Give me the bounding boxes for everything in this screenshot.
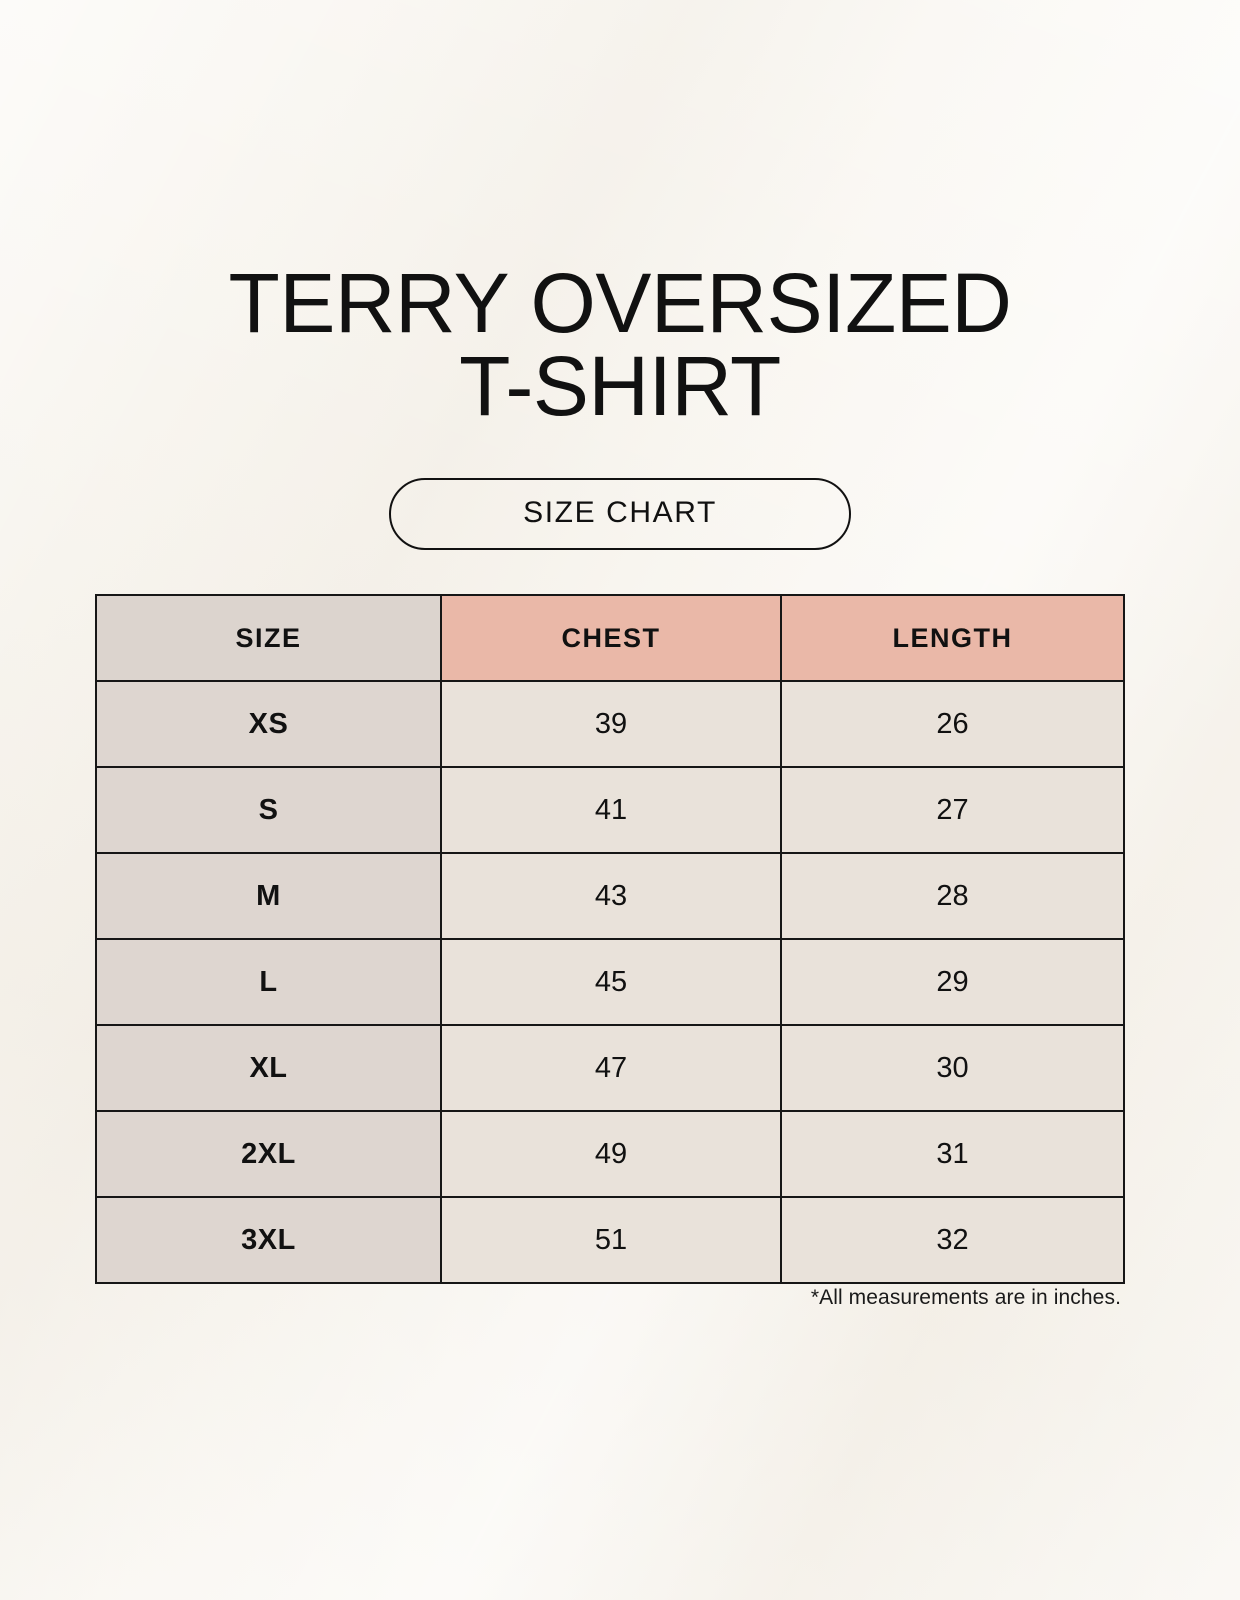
- cell-length: 31: [780, 1110, 1125, 1198]
- cell-chest: 47: [440, 1024, 782, 1112]
- table-row: M 43 28: [95, 852, 1125, 940]
- table-body: XS 39 26 S 41 27 M 43 28 L 45 29: [95, 680, 1125, 1284]
- cell-chest: 39: [440, 680, 782, 768]
- cell-size: M: [95, 852, 442, 940]
- size-table-container: SIZE CHEST LENGTH XS 39 26 S 41 27 M: [95, 594, 1125, 1284]
- table-row: L 45 29: [95, 938, 1125, 1026]
- table-row: 2XL 49 31: [95, 1110, 1125, 1198]
- column-header-length: LENGTH: [780, 594, 1125, 682]
- cell-chest: 45: [440, 938, 782, 1026]
- table-header: SIZE CHEST LENGTH: [95, 594, 1125, 682]
- cell-length: 26: [780, 680, 1125, 768]
- column-header-chest: CHEST: [440, 594, 782, 682]
- cell-size: S: [95, 766, 442, 854]
- size-table: SIZE CHEST LENGTH XS 39 26 S 41 27 M: [95, 594, 1125, 1284]
- table-row: S 41 27: [95, 766, 1125, 854]
- cell-size: XS: [95, 680, 442, 768]
- cell-chest: 41: [440, 766, 782, 854]
- cell-chest: 49: [440, 1110, 782, 1198]
- table-row: XS 39 26: [95, 680, 1125, 768]
- size-chart-badge: SIZE CHART: [389, 478, 851, 550]
- cell-chest: 43: [440, 852, 782, 940]
- cell-chest: 51: [440, 1196, 782, 1284]
- cell-size: XL: [95, 1024, 442, 1112]
- table-row: XL 47 30: [95, 1024, 1125, 1112]
- measurement-footnote: *All measurements are in inches.: [810, 1286, 1121, 1309]
- cell-length: 30: [780, 1024, 1125, 1112]
- page-title: TERRY OVERSIZED T-SHIRT: [228, 256, 1012, 434]
- cell-length: 27: [780, 766, 1125, 854]
- cell-length: 28: [780, 852, 1125, 940]
- badge-container: SIZE CHART: [0, 478, 1240, 550]
- table-row: 3XL 51 32: [95, 1196, 1125, 1284]
- cell-length: 29: [780, 938, 1125, 1026]
- header-row: SIZE CHEST LENGTH: [95, 594, 1125, 682]
- cell-size: 2XL: [95, 1110, 442, 1198]
- cell-size: 3XL: [95, 1196, 442, 1284]
- title-block: TERRY OVERSIZED T-SHIRT: [0, 256, 1240, 434]
- column-header-size: SIZE: [95, 594, 442, 682]
- cell-length: 32: [780, 1196, 1125, 1284]
- cell-size: L: [95, 938, 442, 1026]
